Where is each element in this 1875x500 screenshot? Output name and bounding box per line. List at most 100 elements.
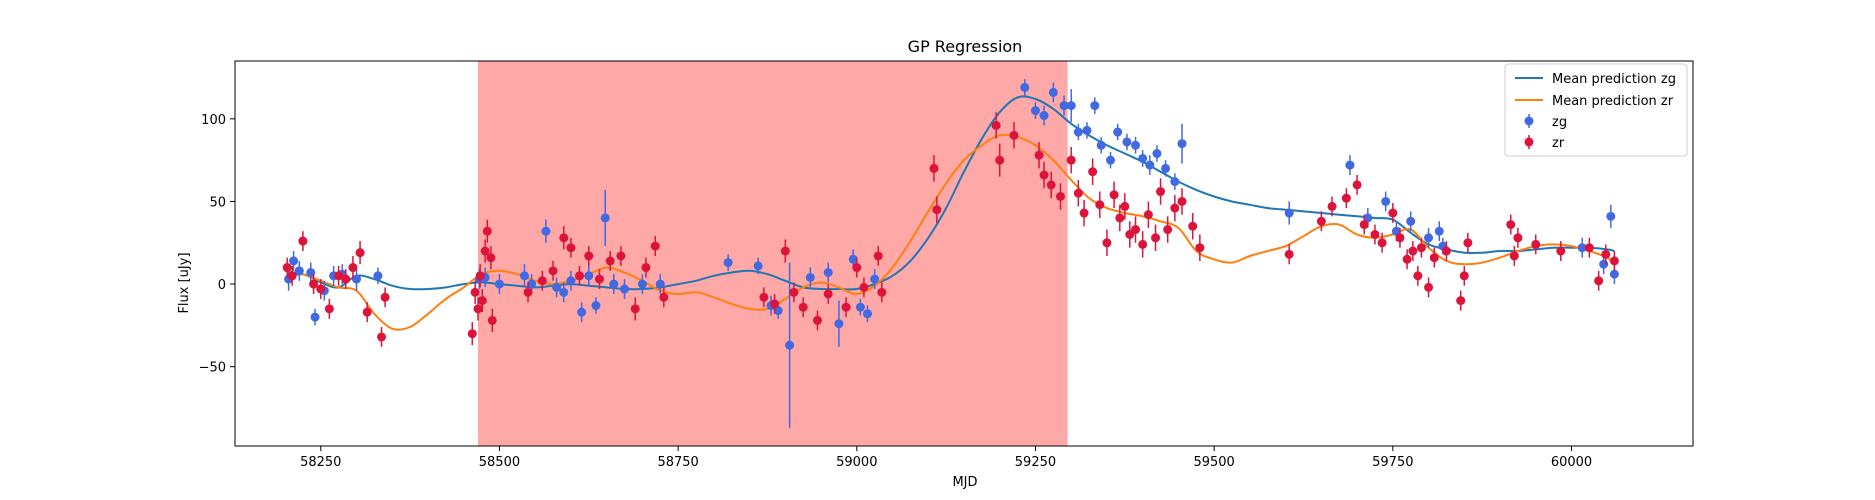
marker-zr: [1120, 201, 1130, 211]
legend-marker: [1524, 116, 1534, 126]
data-point-zg: [1073, 123, 1083, 141]
data-point-zg: [1131, 137, 1141, 154]
data-point-zg: [541, 219, 551, 243]
marker-zr: [1370, 229, 1380, 239]
marker-zg: [863, 309, 873, 319]
data-point-zg: [1090, 97, 1100, 114]
marker-zg: [1284, 208, 1294, 218]
marker-zr: [475, 271, 485, 281]
data-point-zr: [348, 255, 358, 280]
marker-zg: [1161, 163, 1171, 173]
marker-zr: [929, 163, 939, 173]
marker-zr: [1388, 208, 1398, 218]
marker-zr: [334, 271, 344, 281]
legend-swatch-zr-points: [1524, 135, 1534, 149]
marker-zr: [1609, 256, 1619, 266]
data-point-zr: [616, 246, 626, 266]
marker-zr: [309, 279, 319, 289]
data-point-zr: [486, 246, 496, 270]
marker-zr: [1556, 246, 1566, 256]
marker-zr: [1073, 188, 1083, 198]
marker-zr: [1079, 208, 1089, 218]
y-axis-label: Flux [uJy]: [177, 252, 192, 313]
marker-zr: [641, 263, 651, 273]
data-point-zr: [1109, 181, 1119, 209]
mean-prediction-zr-line: [284, 133, 1615, 331]
marker-zr: [1151, 233, 1161, 243]
marker-zg: [591, 301, 601, 311]
legend-label-zg-points: zg: [1552, 115, 1567, 130]
marker-zr: [1188, 221, 1198, 231]
data-point-zr: [574, 265, 584, 286]
data-point-zg: [1434, 221, 1444, 242]
data-point-zr: [595, 269, 604, 290]
marker-zg: [723, 258, 733, 268]
x-tick-label: 58250: [300, 455, 341, 470]
marker-zr: [1195, 243, 1205, 253]
marker-zg: [600, 213, 610, 223]
marker-zg: [870, 274, 880, 284]
marker-zg: [1090, 101, 1100, 111]
marker-zr: [1046, 180, 1056, 190]
data-point-zg: [723, 254, 733, 271]
marker-zg: [1381, 196, 1391, 206]
marker-zg: [1066, 101, 1076, 111]
marker-zr: [1066, 155, 1076, 165]
marker-zr: [377, 332, 387, 342]
data-point-zr: [1177, 188, 1187, 215]
marker-zr: [1327, 201, 1337, 211]
data-point-zr: [929, 155, 939, 182]
marker-zr: [1055, 191, 1065, 201]
marker-zr: [1513, 233, 1523, 243]
data-point-zg: [566, 270, 576, 291]
data-point-zg: [1424, 227, 1434, 248]
data-point-zr: [309, 274, 319, 294]
data-point-zr: [1039, 161, 1049, 189]
data-point-zg: [494, 274, 504, 294]
data-point-zg: [600, 189, 610, 247]
data-point-zg: [1381, 191, 1391, 212]
data-point-zr: [1170, 194, 1180, 222]
data-point-zr: [355, 241, 365, 265]
data-point-zr: [1408, 241, 1418, 261]
data-point-zr: [1463, 232, 1473, 253]
legend-marker: [1524, 137, 1534, 147]
marker-zg: [1020, 82, 1030, 92]
marker-zr: [1352, 180, 1362, 190]
mean-prediction-zg-line: [284, 95, 1615, 291]
data-point-zg: [655, 274, 665, 294]
marker-zr: [1088, 167, 1098, 177]
data-point-zr: [1088, 158, 1098, 185]
marker-zg: [753, 261, 763, 271]
marker-zr: [1163, 225, 1173, 235]
data-point-zr: [475, 264, 485, 288]
data-point-zg: [1406, 211, 1416, 232]
data-point-zg: [1345, 155, 1355, 176]
marker-zr: [1377, 238, 1387, 248]
data-point-zr: [859, 277, 869, 298]
marker-zr: [1177, 196, 1187, 206]
data-point-zr: [470, 280, 480, 304]
y-tick-label: −50: [199, 361, 226, 376]
data-point-zr: [487, 308, 497, 332]
data-point-zr: [1034, 141, 1044, 169]
marker-zr: [1316, 216, 1326, 226]
marker-zr: [659, 292, 669, 302]
data-point-zr: [1316, 211, 1326, 232]
chart-title: GP Regression: [908, 37, 1023, 56]
marker-zg: [1073, 127, 1083, 137]
y-tick-label: 50: [209, 195, 226, 210]
marker-zr: [823, 289, 833, 299]
marker-zr: [1429, 253, 1439, 263]
data-point-zg: [1284, 201, 1294, 225]
axes: 58250 58500 58750 59000 59250 59500 59750 60000…: [199, 60, 1694, 470]
marker-zg: [1406, 216, 1416, 226]
data-point-zr: [873, 246, 883, 266]
data-point-zr: [995, 143, 1005, 177]
marker-zr: [1359, 220, 1369, 230]
plot-frame: [234, 60, 1694, 447]
marker-zr: [1143, 210, 1153, 220]
highlight-region-layer: [478, 61, 1068, 446]
marker-zr: [1416, 243, 1426, 253]
marker-zr: [630, 304, 640, 314]
